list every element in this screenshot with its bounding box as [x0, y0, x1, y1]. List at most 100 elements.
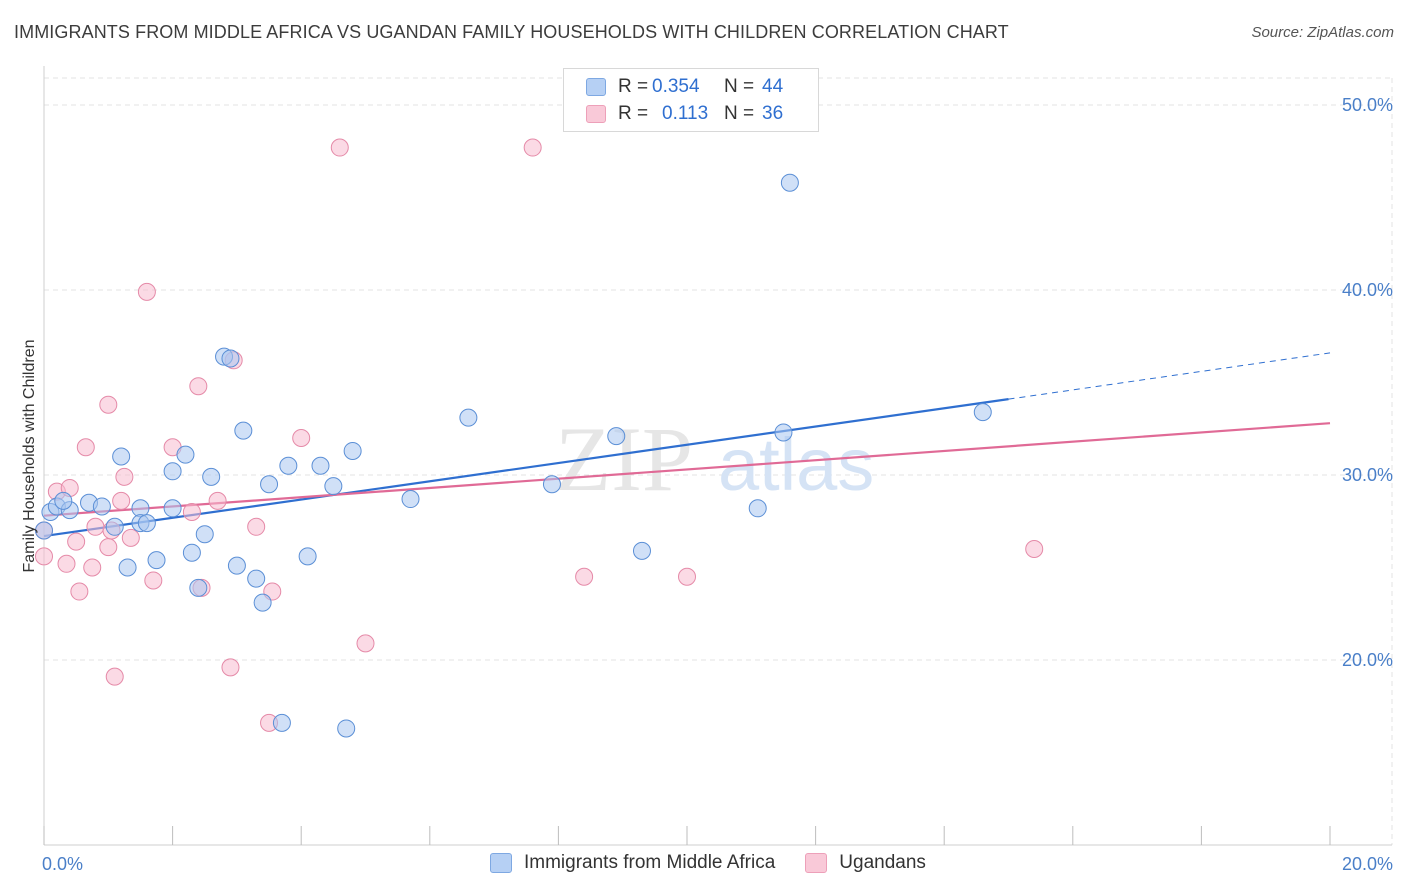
x-tick-labels: 0.0% 20.0%	[42, 854, 1393, 874]
legend-swatch-blue	[586, 78, 606, 96]
point-immigrants	[973, 403, 992, 422]
y-tick-label: 50.0%	[1342, 95, 1393, 115]
legend-r-label: R =	[618, 103, 649, 124]
point-immigrants	[542, 475, 561, 494]
series-legend: Immigrants from Middle Africa Ugandans	[490, 852, 956, 874]
watermark: ZIP atlas	[555, 408, 874, 510]
point-ugandans	[292, 429, 311, 447]
trend-line-ugandans	[43, 422, 1331, 517]
legend-r-label: R =	[618, 76, 649, 97]
point-immigrants	[607, 427, 626, 446]
point-immigrants	[253, 593, 272, 612]
legend-row-immigrants: R = 0.354 N = 44	[586, 75, 783, 99]
point-immigrants	[221, 349, 240, 368]
source-label: Source: ZipAtlas.com	[1251, 24, 1394, 41]
point-ugandans	[182, 503, 201, 521]
legend-n-label: N =	[724, 103, 755, 124]
point-immigrants	[279, 456, 298, 475]
point-ugandans	[83, 558, 102, 577]
point-immigrants	[774, 423, 793, 442]
point-immigrants	[189, 578, 208, 597]
legend-n-value: 44	[762, 76, 784, 97]
point-immigrants	[260, 475, 279, 494]
data-points	[35, 138, 1044, 738]
legend-item-immigrants: Immigrants from Middle Africa	[490, 852, 775, 874]
point-immigrants	[105, 517, 124, 536]
legend-n-value: 36	[762, 103, 784, 124]
point-immigrants	[176, 445, 195, 464]
chart-title: IMMIGRANTS FROM MIDDLE AFRICA VS UGANDAN…	[14, 22, 1009, 42]
legend-r-value: 0.354	[652, 76, 700, 97]
point-immigrants	[247, 569, 266, 588]
y-tick-label: 20.0%	[1342, 650, 1393, 670]
point-ugandans	[144, 571, 163, 590]
point-immigrants	[163, 499, 182, 518]
point-immigrants	[401, 490, 420, 509]
trend-line-immigrants-extension	[1008, 352, 1331, 400]
legend-swatch-pink	[586, 105, 606, 123]
point-ugandans	[76, 438, 95, 457]
point-ugandans	[189, 377, 208, 396]
point-ugandans	[99, 395, 118, 414]
point-immigrants	[202, 467, 221, 486]
point-immigrants	[163, 462, 182, 481]
correlation-legend: R = 0.354 N = 44 R = 0.113 N = 36	[563, 68, 819, 132]
legend-item-ugandans: Ugandans	[805, 852, 926, 874]
point-ugandans	[112, 491, 131, 510]
trend-lines	[43, 352, 1331, 538]
point-ugandans	[247, 517, 266, 536]
point-immigrants	[324, 477, 343, 496]
point-immigrants	[147, 551, 166, 570]
point-immigrants	[54, 491, 73, 510]
point-immigrants	[343, 441, 362, 460]
y-tick-label: 30.0%	[1342, 465, 1393, 485]
point-ugandans	[208, 491, 227, 510]
point-immigrants	[92, 497, 111, 516]
point-ugandans	[356, 634, 375, 653]
point-ugandans	[1025, 540, 1044, 558]
point-immigrants	[234, 421, 253, 440]
point-immigrants	[182, 543, 201, 562]
y-tick-label: 40.0%	[1342, 280, 1393, 300]
point-immigrants	[195, 525, 214, 544]
legend-swatch-blue	[490, 853, 512, 873]
point-ugandans	[678, 567, 696, 586]
axes	[43, 66, 1392, 846]
y-tick-labels: 20.0% 30.0% 40.0% 50.0%	[1342, 95, 1393, 670]
point-immigrants	[272, 713, 291, 732]
point-ugandans	[67, 532, 86, 551]
point-immigrants	[780, 173, 799, 192]
point-ugandans	[57, 554, 76, 573]
legend-r-value: 0.113	[662, 103, 709, 124]
trend-line-immigrants	[43, 398, 1009, 538]
point-immigrants	[112, 447, 131, 466]
y-axis-label: Family Households with Children	[21, 340, 38, 573]
x-tick-label: 20.0%	[1342, 854, 1393, 874]
point-ugandans	[70, 582, 89, 601]
x-tick-label: 0.0%	[42, 854, 83, 874]
point-immigrants	[459, 408, 478, 427]
point-immigrants	[632, 541, 651, 560]
legend-label: Immigrants from Middle Africa	[524, 852, 776, 873]
point-immigrants	[337, 719, 356, 738]
legend-row-ugandans: R = 0.113 N = 36	[586, 102, 783, 126]
point-ugandans	[86, 517, 105, 536]
point-immigrants	[35, 521, 53, 540]
point-ugandans	[575, 567, 594, 586]
point-ugandans	[115, 467, 134, 486]
point-ugandans	[221, 658, 240, 677]
point-ugandans	[105, 667, 124, 686]
legend-label: Ugandans	[839, 852, 926, 873]
point-ugandans	[330, 138, 349, 157]
legend-n-label: N =	[724, 76, 755, 97]
watermark-zip: ZIP	[555, 408, 693, 510]
point-ugandans	[121, 528, 140, 547]
point-ugandans	[137, 282, 156, 301]
point-ugandans	[523, 138, 542, 157]
point-immigrants	[118, 558, 137, 577]
point-ugandans	[99, 538, 118, 557]
point-immigrants	[311, 456, 330, 475]
point-immigrants	[748, 499, 767, 518]
grid-lines	[44, 77, 1393, 845]
